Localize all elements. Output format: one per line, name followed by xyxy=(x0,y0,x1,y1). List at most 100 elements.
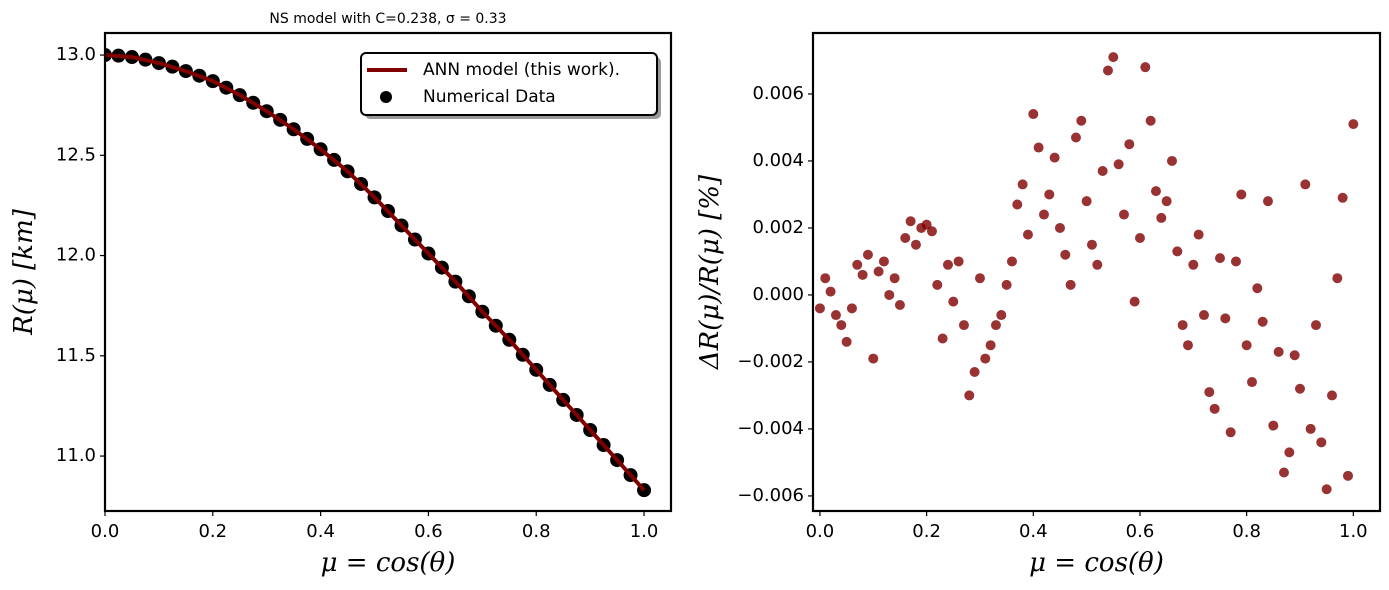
data-point xyxy=(1284,447,1295,458)
x-tick-label: 0.8 xyxy=(522,521,551,542)
data-point xyxy=(820,273,831,284)
data-point xyxy=(857,269,868,280)
y-tick-label: 13.0 xyxy=(56,44,96,65)
data-point xyxy=(1044,189,1055,200)
data-point xyxy=(953,256,964,267)
y-tick-label: 0.006 xyxy=(752,83,804,104)
data-point xyxy=(1012,199,1023,210)
data-point xyxy=(905,216,916,227)
data-point xyxy=(1177,320,1188,331)
data-point xyxy=(814,303,825,314)
x-tick-label: 0.2 xyxy=(198,521,227,542)
data-point xyxy=(1124,139,1135,150)
data-point xyxy=(937,333,948,344)
data-point xyxy=(1006,256,1017,267)
data-point xyxy=(1017,179,1028,190)
data-line xyxy=(105,53,646,492)
data-point xyxy=(996,310,1007,321)
data-point xyxy=(884,289,895,300)
x-tick-label: 0.6 xyxy=(1126,521,1155,542)
data-point xyxy=(1342,470,1353,481)
legend-label: Numerical Data xyxy=(423,87,556,107)
data-point xyxy=(1241,340,1252,351)
data-point xyxy=(1150,186,1161,197)
data-point xyxy=(1236,189,1247,200)
x-tick-label: 0.0 xyxy=(91,521,120,542)
data-point xyxy=(1129,296,1140,307)
data-point xyxy=(1220,313,1231,324)
x-tick-label: 0.6 xyxy=(414,521,443,542)
data-point xyxy=(1049,152,1060,163)
y-tick-label: 11.0 xyxy=(56,445,96,466)
data-point xyxy=(1028,109,1039,120)
x-tick-label: 0.0 xyxy=(806,521,835,542)
data-point xyxy=(1065,279,1076,290)
data-point xyxy=(1145,115,1156,126)
data-point xyxy=(980,353,991,364)
data-point xyxy=(841,336,852,347)
data-point xyxy=(1209,403,1220,414)
data-point xyxy=(1198,310,1209,321)
data-point xyxy=(878,256,889,267)
data-point xyxy=(1268,420,1279,431)
data-point xyxy=(958,320,969,331)
data-point xyxy=(1252,283,1263,294)
data-point xyxy=(1289,350,1300,361)
data-point xyxy=(974,273,985,284)
data-point xyxy=(1262,196,1273,207)
data-point xyxy=(1092,259,1103,270)
y-tick-label: 0.002 xyxy=(752,217,804,238)
x-axis-label: μ = cos(θ) xyxy=(1029,548,1164,578)
axes-frame xyxy=(103,31,673,513)
data-point xyxy=(990,320,1001,331)
plot-area xyxy=(105,48,652,498)
data-point xyxy=(1225,427,1236,438)
data-point xyxy=(1161,196,1172,207)
data-point xyxy=(1022,229,1033,240)
plot-area xyxy=(814,52,1359,495)
data-point xyxy=(1108,52,1119,63)
y-tick-label: −0.002 xyxy=(737,351,804,372)
x-tick-label: 0.2 xyxy=(912,521,941,542)
y-tick-label: −0.004 xyxy=(737,418,804,439)
data-point xyxy=(1182,340,1193,351)
data-point xyxy=(1060,249,1071,260)
data-point xyxy=(900,233,911,244)
x-axis-label: μ = cos(θ) xyxy=(321,548,456,578)
data-point xyxy=(1172,246,1183,257)
data-point xyxy=(1214,253,1225,264)
data-point xyxy=(1001,279,1012,290)
data-point xyxy=(1332,273,1343,284)
data-point xyxy=(1188,259,1199,270)
data-point xyxy=(942,259,953,270)
data-point xyxy=(1076,115,1087,126)
data-point xyxy=(1033,142,1044,153)
data-point xyxy=(1054,222,1065,233)
data-point xyxy=(1166,155,1177,166)
data-point xyxy=(926,226,937,237)
data-point xyxy=(1086,239,1097,250)
legend-marker xyxy=(380,91,392,103)
data-point xyxy=(1246,377,1257,388)
legend-box xyxy=(360,52,658,116)
data-point xyxy=(852,259,863,270)
data-point xyxy=(1038,209,1049,220)
data-point xyxy=(1300,179,1311,190)
data-point xyxy=(1337,192,1348,203)
data-point xyxy=(1097,166,1108,177)
data-point xyxy=(1204,387,1215,398)
data-point xyxy=(825,286,836,297)
y-axis-label: R(μ) [km] xyxy=(9,208,39,336)
data-point xyxy=(1134,233,1145,244)
data-point xyxy=(1348,119,1359,130)
data-point xyxy=(964,390,975,401)
data-point xyxy=(910,239,921,250)
legend-label: ANN model (this work). xyxy=(423,60,620,80)
data-point xyxy=(1305,423,1316,434)
data-point xyxy=(1294,383,1305,394)
data-point xyxy=(1230,256,1241,267)
data-point xyxy=(1326,390,1337,401)
axes-frame xyxy=(811,31,1382,513)
data-point xyxy=(830,310,841,321)
data-point xyxy=(932,279,943,290)
